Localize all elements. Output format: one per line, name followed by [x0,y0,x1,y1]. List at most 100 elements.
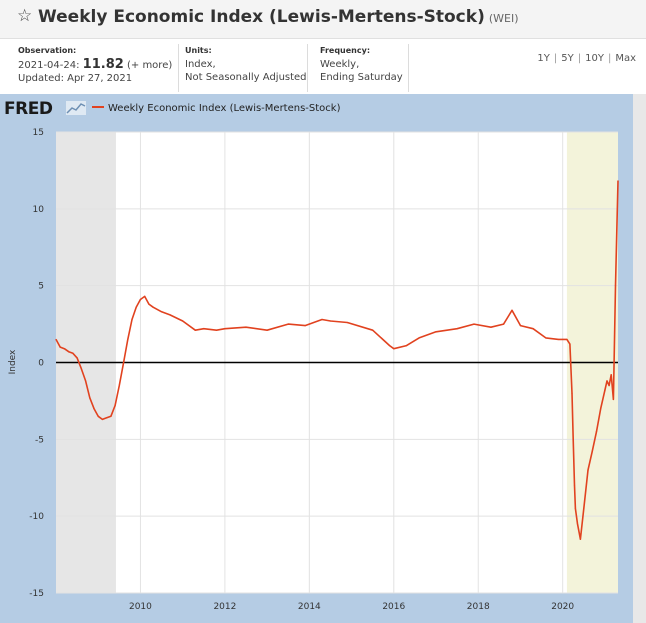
y-tick-label: 10 [33,205,45,215]
data-point [405,344,408,347]
observation-date: 2021-04-24: [18,60,80,71]
x-tick-label: 2018 [467,602,490,612]
x-tick-label: 2012 [213,602,236,612]
data-point [169,314,171,316]
data-point [152,306,154,308]
series-line [55,180,619,541]
data-point [148,303,150,305]
data-point [144,295,146,298]
range-1y-link[interactable]: 1Y [537,53,550,64]
fred-logo-graph-icon [66,101,86,115]
data-point [502,323,505,325]
data-point [490,326,492,328]
data-point [266,329,268,331]
range-5y-link[interactable]: 5Y [561,53,574,64]
title-bar: ☆ Weekly Economic Index (Lewis-Mertens-S… [0,0,646,39]
data-point [583,507,585,510]
data-point [545,337,547,339]
data-point [160,311,163,313]
data-point [122,361,125,364]
data-point [557,338,560,341]
vertical-scrollbar[interactable] [633,94,646,623]
data-point [224,328,226,330]
y-axis-label: Index [8,349,18,374]
data-point [139,298,142,301]
data-point [576,523,579,525]
x-tick-label: 2016 [382,602,405,612]
data-point [131,318,133,321]
data-point [72,352,74,354]
frequency-line1: Weekly, [320,59,360,70]
page-title: Weekly Economic Index (Lewis-Mertens-Sto… [38,7,519,27]
data-point [55,338,57,341]
data-point [203,328,205,330]
data-point [182,320,184,322]
legend-series-name: Weekly Economic Index (Lewis-Mertens-Sto… [108,103,341,114]
data-point [215,329,218,331]
range-max-link[interactable]: Max [615,53,636,64]
data-point [101,418,104,420]
data-point [106,417,108,419]
y-tick-label: 5 [38,282,44,292]
data-point [562,338,564,341]
data-point [569,343,571,345]
units-line1: Index, [185,59,216,70]
range-10y-link[interactable]: 10Y [585,53,604,64]
units-line2: Not Seasonally Adjusted [185,72,307,83]
y-tick-label: -15 [29,589,44,599]
data-point [574,507,576,510]
legend-swatch [92,106,104,108]
y-tick-label: 0 [38,359,44,369]
data-point [114,404,116,407]
data-point [80,368,82,370]
data-point [579,538,582,540]
frequency-label: Frequency: [320,46,371,55]
data-point [68,351,70,353]
data-point [532,328,534,330]
data-point [110,415,112,417]
data-point [572,438,574,440]
data-point [63,348,66,350]
data-point [118,384,120,387]
data-point [135,306,137,308]
fred-logo[interactable]: FRED [4,99,53,119]
data-point [435,331,437,333]
data-point [566,338,568,341]
data-point [89,397,91,399]
data-point [194,329,196,331]
frequency-panel: Frequency: Weekly, Ending Saturday [320,44,409,92]
data-point [76,357,78,359]
data-point [608,384,610,387]
data-point [287,323,289,325]
frequency-line2: Ending Saturday [320,72,403,83]
data-point [587,469,589,471]
data-point [388,344,391,347]
data-point [418,337,420,339]
x-tick-label: 2010 [129,602,152,612]
data-point [304,325,306,327]
data-point [321,318,323,321]
y-tick-label: 15 [33,128,44,138]
data-point [346,321,348,324]
more-link[interactable]: (+ more) [126,60,173,71]
data-point [511,309,513,311]
observation-panel: Observation: 2021-04-24: 11.82 (+ more) … [18,44,179,92]
data-point [93,408,95,410]
x-tick-label: 2014 [298,602,321,612]
series-title: Weekly Economic Index (Lewis-Mertens-Sto… [38,7,485,27]
data-point [372,329,374,331]
data-point [84,380,87,382]
data-point [329,320,332,322]
data-point [612,398,614,400]
data-point [519,325,522,327]
data-point [456,328,458,330]
data-point [617,180,619,182]
data-point [393,348,395,350]
data-point [604,389,606,391]
series-id: (WEI) [488,12,519,25]
data-point [600,408,602,410]
data-point [127,338,129,341]
data-point [591,451,593,453]
updated-date: Updated: Apr 27, 2021 [18,73,133,84]
star-icon[interactable]: ☆ [17,6,33,26]
